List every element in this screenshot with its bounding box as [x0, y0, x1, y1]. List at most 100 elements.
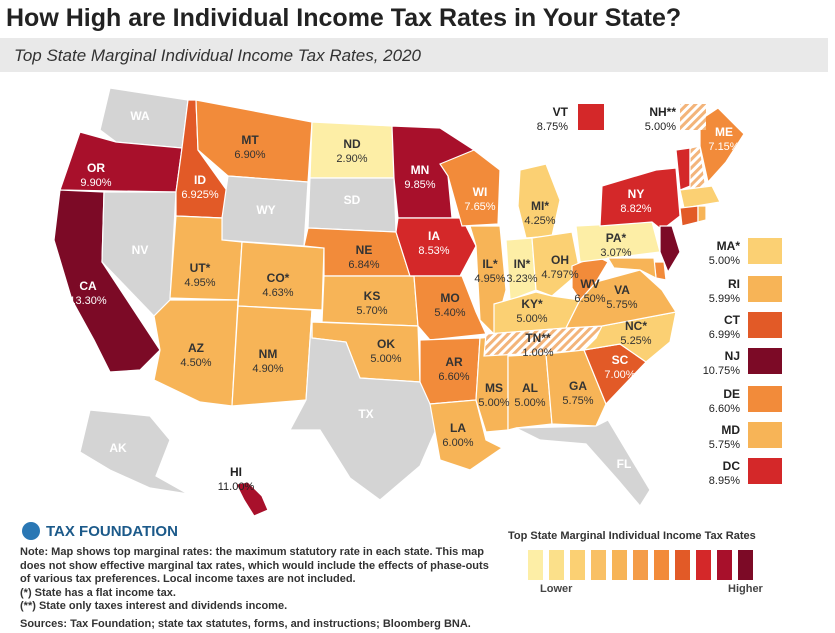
legend-swatch-3 [570, 550, 585, 580]
state-abbr-wv: WV [580, 277, 599, 291]
callout-abbr-nh: NH** [649, 105, 676, 119]
note-main: Note: Map shows top marginal rates: the … [20, 546, 489, 585]
state-abbr-mt: MT [241, 133, 259, 147]
state-abbr-il: IL* [482, 257, 498, 271]
state-abbr-ms: MS [485, 381, 503, 395]
callout-rate-dc: 8.95% [709, 475, 740, 487]
state-abbr-pa: PA* [606, 231, 627, 245]
legend-swatch-6 [633, 550, 648, 580]
state-ri [697, 205, 707, 223]
callout-abbr-vt: VT [553, 105, 569, 119]
state-abbr-hi: HI [230, 465, 242, 479]
state-ga [545, 349, 607, 427]
state-ak [79, 409, 189, 495]
state-vt [675, 147, 691, 191]
state-tx [289, 309, 441, 501]
state-rate-ne: 6.84% [348, 259, 379, 271]
notes: Note: Map shows top marginal rates: the … [20, 546, 500, 631]
state-abbr-tn: TN** [525, 331, 551, 345]
state-abbr-nc: NC* [625, 319, 647, 333]
legend-title: Top State Marginal Individual Income Tax… [508, 530, 756, 542]
callout-rate-vt: 8.75% [537, 121, 568, 133]
us-map: WA OR 9.90% CA 13.30% NV ID 6.925% MT 6.90% WY UT* 4… [53, 87, 782, 517]
callout-abbr-ct: CT [724, 313, 741, 327]
swatch-de [748, 386, 782, 412]
swatch-ct [748, 312, 782, 338]
state-ma [679, 185, 721, 209]
state-nc [582, 311, 677, 363]
subtitle-bar: Top State Marginal Individual Income Tax… [0, 38, 828, 72]
map-subtitle: Top State Marginal Individual Income Tax… [14, 46, 421, 65]
state-rate-ut: 4.95% [184, 277, 215, 289]
state-ny [599, 167, 681, 231]
state-abbr-or: OR [87, 161, 105, 175]
logo-icon [22, 522, 40, 540]
callout-abbr-nj: NJ [725, 349, 740, 363]
state-abbr-ok: OK [377, 337, 395, 351]
swatch-dc [748, 458, 782, 484]
state-rate-hi: 11.00% [218, 481, 255, 493]
state-rate-mn: 9.85% [404, 179, 435, 191]
state-abbr-ks: KS [364, 289, 381, 303]
state-rate-pa: 3.07% [600, 247, 631, 259]
state-rate-mo: 5.40% [434, 307, 465, 319]
state-rate-la: 6.00% [442, 437, 473, 449]
state-fl [515, 419, 651, 508]
legend-swatch-11 [738, 550, 753, 580]
callout-rate-ct: 6.99% [709, 329, 740, 341]
swatch-ma [748, 238, 782, 264]
state-oh [531, 231, 581, 297]
state-rate-me: 7.15% [708, 141, 739, 153]
state-rate-ga: 5.75% [562, 395, 593, 407]
state-abbr-tx: TX [358, 407, 373, 421]
state-rate-il: 4.95% [474, 273, 505, 285]
legend-high: Higher [728, 583, 763, 595]
state-shapes [53, 87, 745, 517]
callout-rate-ri: 5.99% [709, 293, 740, 305]
state-abbr-nv: NV [132, 243, 149, 257]
state-abbr-mi: MI* [531, 199, 549, 213]
state-ct [679, 205, 699, 227]
state-abbr-ky: KY* [521, 297, 543, 311]
legend-low: Lower [540, 583, 573, 595]
state-rate-ny: 8.82% [620, 203, 651, 215]
state-abbr-ny: NY [628, 187, 645, 201]
state-md [606, 257, 657, 280]
swatch-nh [680, 104, 706, 130]
state-abbr-ut: UT* [190, 261, 211, 275]
state-abbr-la: LA [450, 421, 466, 435]
callout-rate-md: 5.75% [709, 439, 740, 451]
callout-abbr-ma: MA* [717, 239, 741, 253]
note-sources: Sources: Tax Foundation; state tax statu… [20, 617, 471, 630]
logo-text: TAX FOUNDATION [46, 522, 178, 540]
state-rate-in: 3.23% [506, 273, 537, 285]
legend-swatch-4 [591, 550, 606, 580]
state-abbr-mo: MO [440, 291, 459, 305]
swatch-ri [748, 276, 782, 302]
state-abbr-wy: WY [256, 203, 275, 217]
state-abbr-sc: SC [612, 353, 629, 367]
state-rate-nd: 2.90% [336, 153, 367, 165]
state-abbr-fl: FL [617, 457, 632, 471]
state-rate-oh: 4.797% [541, 269, 579, 281]
state-rate-wi: 7.65% [464, 201, 495, 213]
state-va [565, 269, 677, 329]
state-rate-ok: 5.00% [370, 353, 401, 365]
state-rate-tn: 1.00% [522, 347, 553, 359]
legend-swatch-10 [717, 550, 732, 580]
state-hi [235, 481, 269, 517]
state-labels: WA OR 9.90% CA 13.30% NV ID 6.925% MT 6.90% WY UT* 4… [69, 105, 740, 493]
callout-abbr-dc: DC [723, 459, 741, 473]
legend-swatch-1 [528, 550, 543, 580]
state-abbr-ia: IA [428, 229, 440, 243]
state-abbr-ar: AR [445, 355, 463, 369]
state-abbr-co: CO* [267, 271, 290, 285]
tax-foundation-logo: TAX FOUNDATION [22, 522, 178, 540]
state-abbr-ga: GA [569, 379, 587, 393]
note-interest: (**) State only taxes interest and divid… [20, 600, 288, 612]
state-rate-ky: 5.00% [516, 313, 547, 325]
state-wi [439, 149, 501, 227]
state-rate-ia: 8.53% [418, 245, 449, 257]
note-flat: (*) State has a flat income tax. [20, 586, 176, 599]
state-rate-ar: 6.60% [438, 371, 469, 383]
